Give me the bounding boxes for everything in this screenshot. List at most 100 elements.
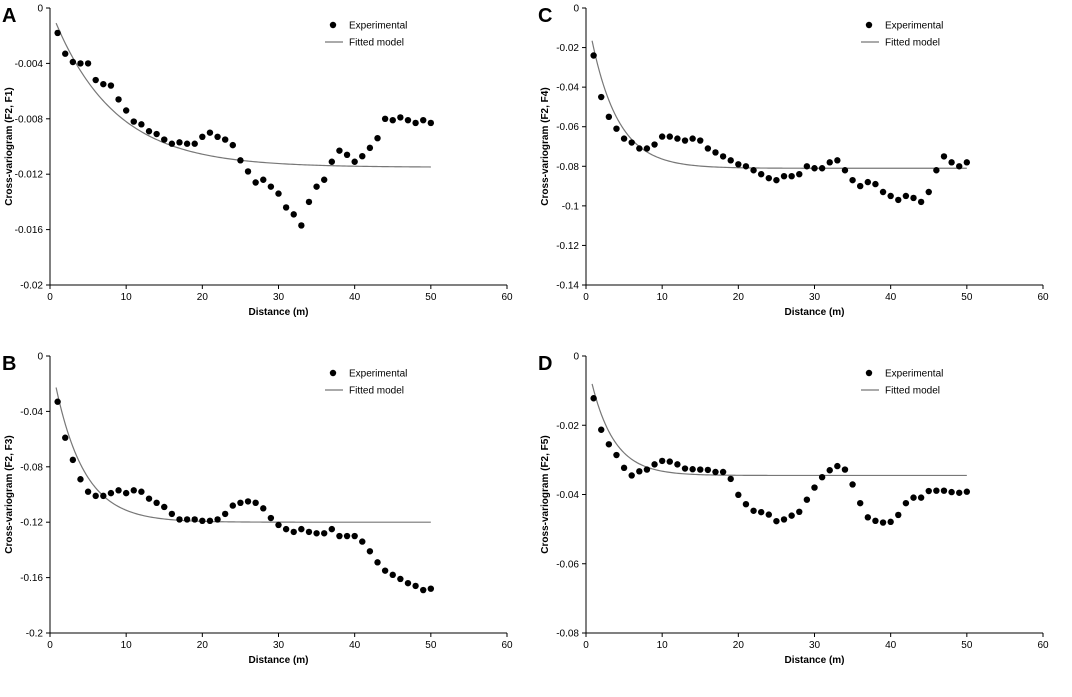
data-point: [427, 585, 435, 592]
chart-b-svg: B 0 10 20 30 40 50 60 0 -0.04 -0.08 -0.12 -0.16 -0.2 D…: [2, 352, 513, 667]
data-point: [643, 145, 651, 152]
x-tick-label: 20: [197, 640, 209, 651]
data-point: [145, 128, 153, 135]
data-point: [780, 516, 788, 523]
data-point: [895, 511, 902, 519]
data-point: [956, 489, 963, 496]
data-point: [628, 472, 635, 479]
x-tick-label: 40: [349, 292, 361, 303]
data-point: [666, 458, 673, 465]
x-tick-label: 10: [121, 292, 133, 303]
data-point: [336, 147, 343, 154]
y-tick-label: -0.02: [556, 421, 579, 432]
data-point: [590, 395, 597, 402]
data-point: [780, 172, 788, 180]
data-point: [305, 528, 313, 536]
x-tick-label: 40: [885, 292, 897, 303]
x-tick-label: 40: [885, 640, 897, 651]
data-point: [69, 58, 77, 66]
chart-panel-a: A 0 10 20 30 40 50 60 0 -0.004 -0.008 -0.012 -0.016 -…: [0, 0, 536, 348]
data-point: [956, 163, 963, 170]
data-point: [735, 161, 742, 168]
data-point: [62, 50, 69, 57]
legend-marker-experimental: [865, 21, 873, 29]
data-point: [321, 530, 328, 537]
y-tick-label: 0: [573, 352, 579, 363]
x-tick-label: 20: [733, 640, 745, 651]
x-tick-label: 10: [121, 640, 133, 651]
data-point: [84, 60, 92, 67]
data-point: [298, 222, 305, 229]
data-point: [420, 586, 427, 594]
data-point: [917, 494, 925, 501]
data-point: [62, 434, 69, 441]
data-point: [697, 137, 704, 144]
fitted-model-line: [591, 40, 967, 169]
data-point: [857, 182, 864, 190]
y-tick-label: -0.04: [556, 490, 579, 501]
data-point: [328, 525, 336, 533]
data-point: [366, 144, 374, 152]
data-point: [864, 178, 872, 186]
data-point: [343, 532, 351, 540]
data-point: [902, 499, 910, 507]
data-point: [191, 140, 198, 147]
data-point: [719, 468, 727, 476]
data-point: [895, 196, 902, 204]
data-point: [206, 517, 214, 525]
data-point: [267, 514, 275, 522]
y-axis-title: Cross-variogram (F2, F5): [540, 435, 551, 553]
chart-panel-c: C 0 10 20 30 40 50 60 0 -0.02 -0.04 -0.06 -0.08 -0.1 -…: [536, 0, 1072, 348]
chart-a-svg: A 0 10 20 30 40 50 60 0 -0.004 -0.008 -0.012 -0.016 -…: [2, 4, 513, 319]
y-tick-label: -0.16: [20, 573, 43, 584]
data-point: [381, 567, 389, 574]
data-point: [666, 133, 673, 140]
data-point: [54, 398, 61, 405]
data-point: [605, 113, 613, 121]
data-point: [620, 464, 628, 472]
data-point: [328, 158, 336, 165]
data-point: [221, 136, 229, 143]
y-tick-label: -0.08: [20, 462, 43, 473]
data-point: [282, 525, 290, 533]
y-tick-label: -0.016: [15, 225, 44, 236]
x-tick-label: 50: [961, 292, 973, 303]
data-point: [260, 176, 267, 183]
y-tick-label: -0.2: [26, 629, 44, 640]
data-point: [681, 137, 689, 144]
legend-label-fitted-model: Fitted model: [885, 386, 940, 397]
y-tick-label: -0.1: [562, 201, 580, 212]
data-point: [176, 516, 183, 523]
data-point: [122, 489, 130, 497]
y-axis-title: Cross-variogram (F2, F1): [4, 87, 15, 205]
data-point: [397, 114, 404, 121]
data-point: [636, 145, 643, 152]
data-point: [712, 468, 719, 476]
y-tick-label: -0.008: [15, 114, 44, 125]
x-tick-label: 20: [197, 292, 209, 303]
legend-marker-experimental: [329, 369, 337, 377]
y-axis-title: Cross-variogram (F2, F4): [540, 87, 551, 205]
data-point: [168, 140, 176, 147]
legend-marker-experimental: [329, 21, 337, 29]
data-point: [77, 60, 84, 67]
data-point: [879, 519, 887, 526]
x-tick-label: 10: [657, 292, 669, 303]
data-point: [191, 516, 198, 523]
y-tick-label: 0: [573, 4, 579, 15]
panel-letter-c: C: [538, 5, 552, 27]
data-point: [161, 503, 168, 511]
data-point: [940, 153, 948, 160]
data-point: [727, 475, 734, 483]
data-point: [613, 125, 620, 132]
legend-label-experimental: Experimental: [349, 21, 407, 32]
data-point: [735, 491, 742, 499]
data-point: [260, 505, 267, 512]
panel-letter-d: D: [538, 353, 552, 375]
data-point: [757, 508, 765, 516]
data-point: [374, 134, 381, 142]
data-point: [199, 133, 206, 140]
data-point: [237, 499, 244, 507]
data-point: [298, 525, 305, 533]
data-point: [940, 487, 948, 494]
